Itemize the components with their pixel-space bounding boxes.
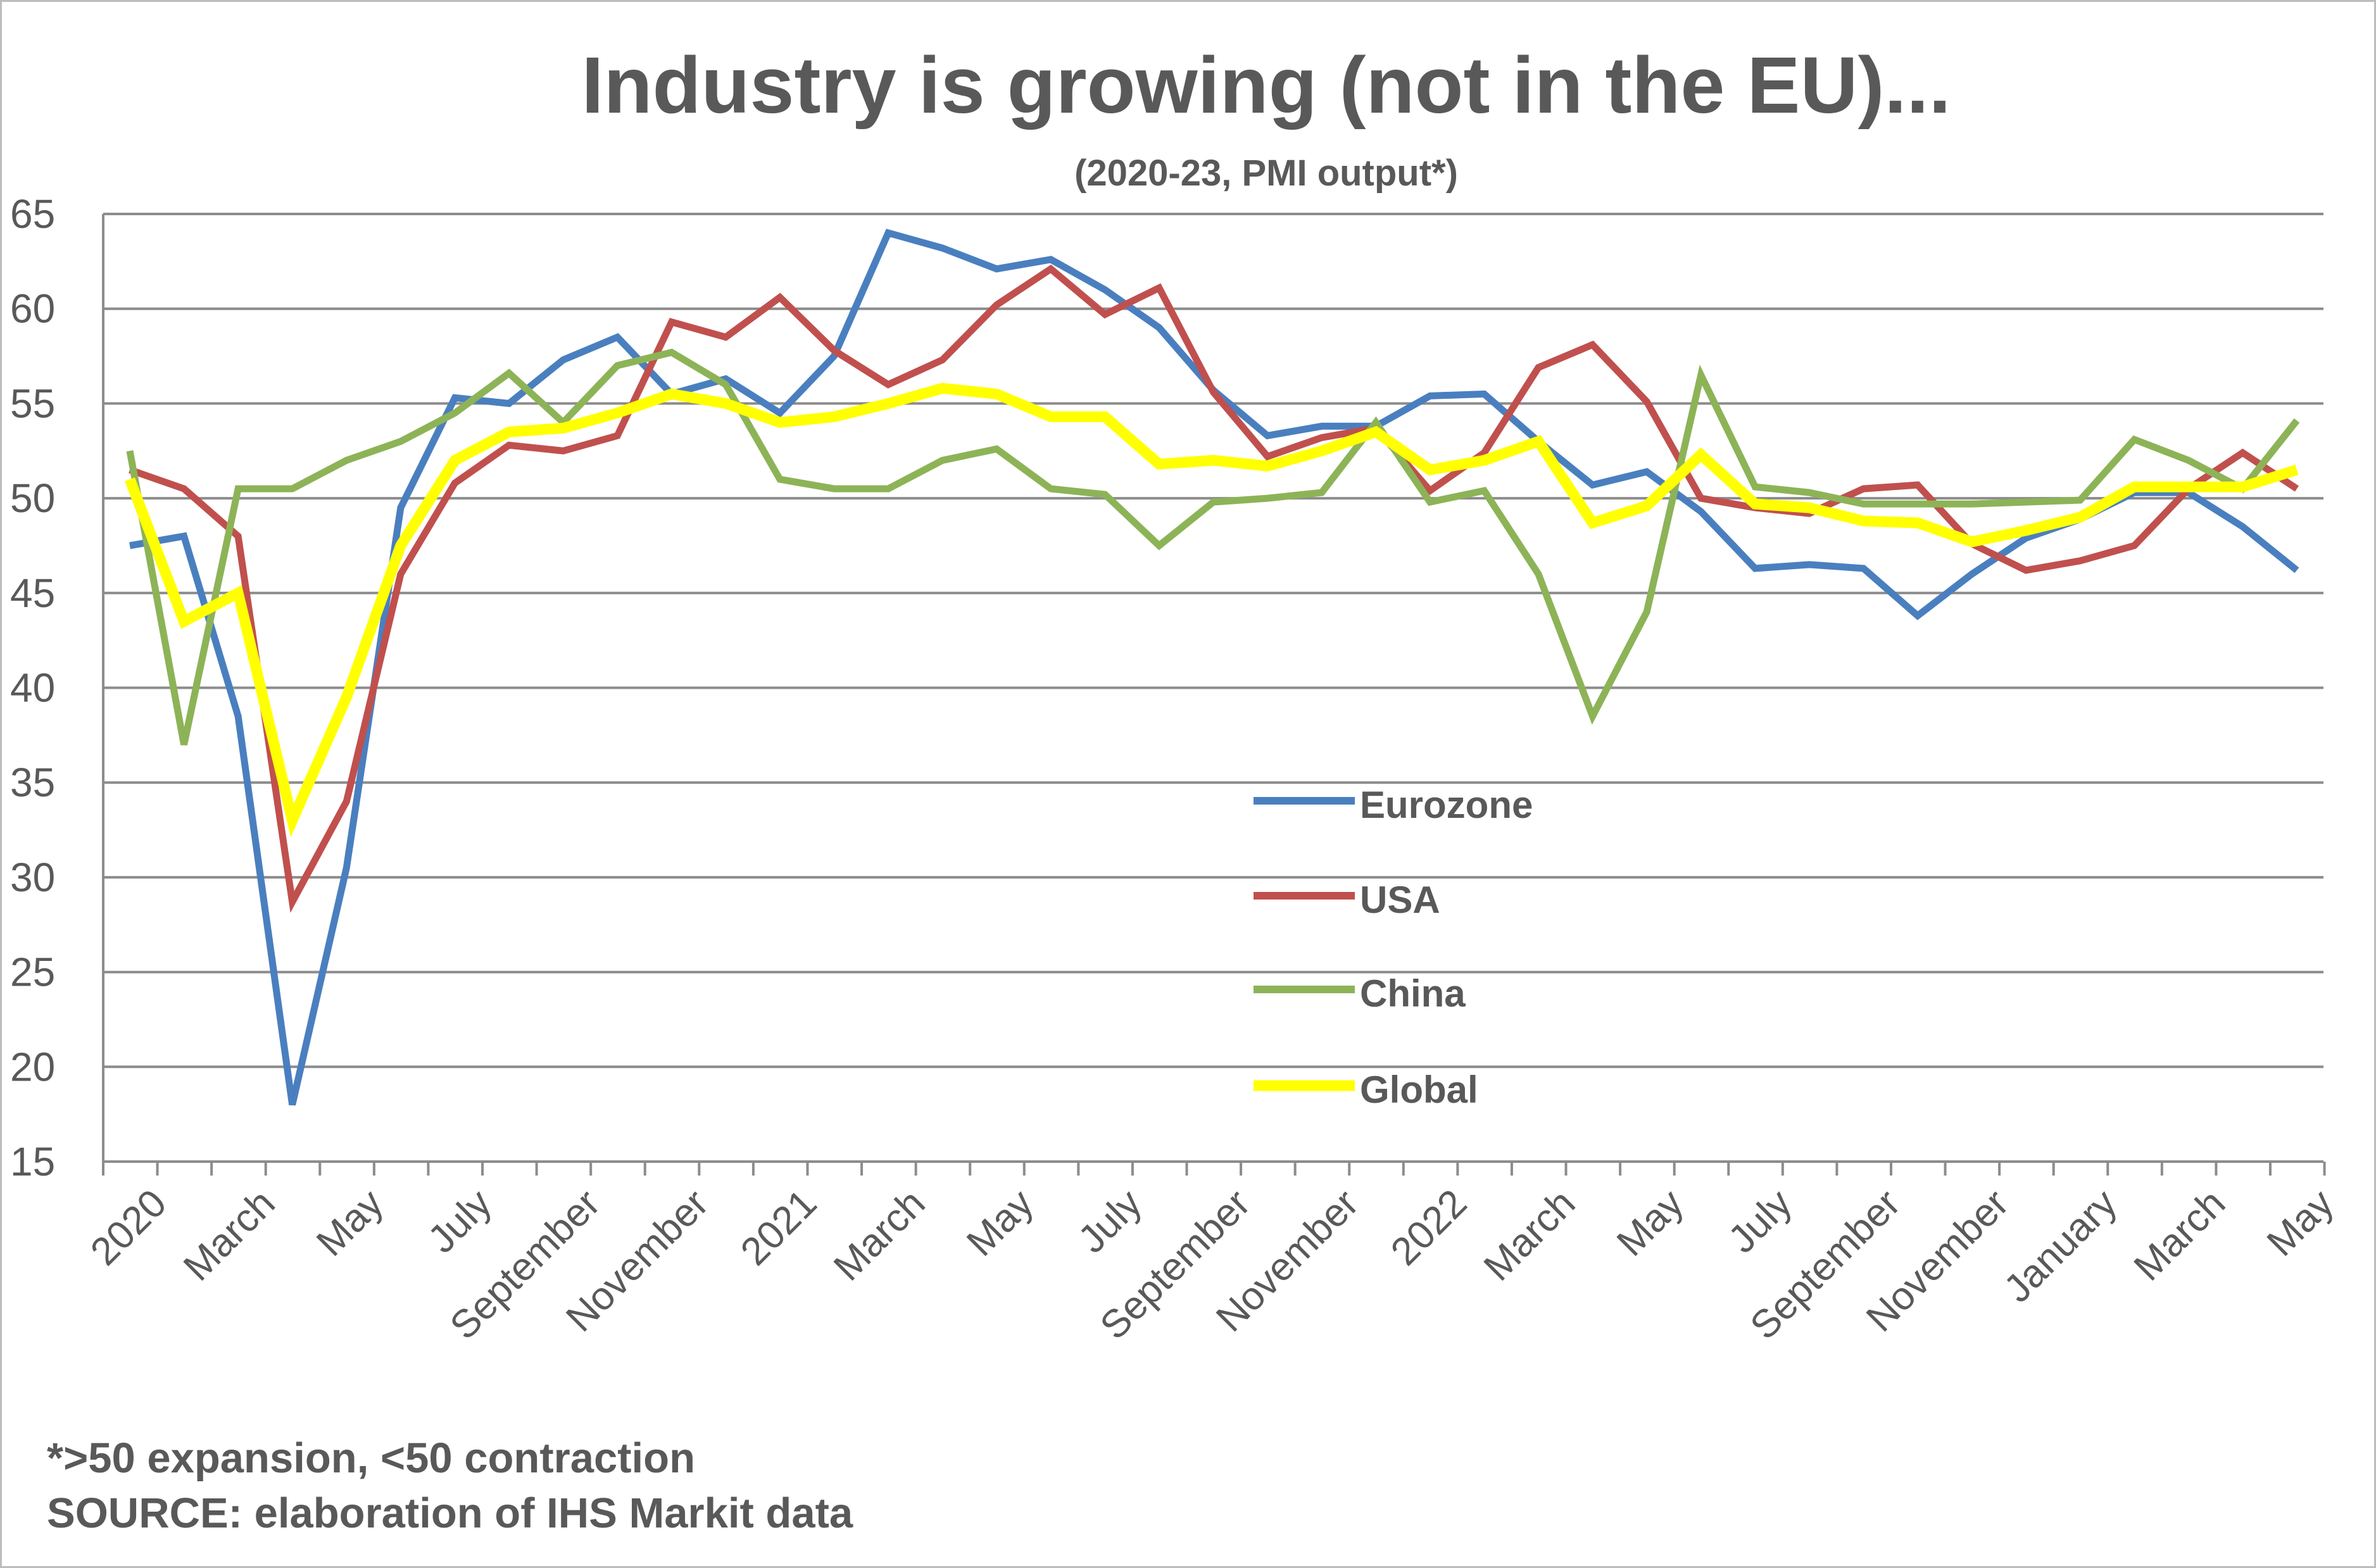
x-tick-label-19: March: [2126, 1181, 2234, 1289]
y-tick-label-50: 50: [10, 475, 55, 521]
x-tick-label-9: July: [1070, 1181, 1150, 1262]
y-tick-label-55: 55: [10, 380, 55, 426]
footnote-source: SOURCE: elaboration of IHS Markit data: [47, 1489, 853, 1538]
x-tick-label-7: March: [826, 1181, 934, 1289]
legend-label-global: Global: [1360, 1069, 1478, 1111]
gridlines: [103, 214, 2325, 1176]
y-tick-label-35: 35: [10, 760, 55, 805]
footnote-expansion-note: *>50 expansion, <50 contraction: [47, 1434, 695, 1483]
legend-label-usa: USA: [1360, 879, 1440, 921]
line-chart: 1520253035404550556065 2020 March May JulyS…: [0, 0, 2376, 1568]
x-tick-label-18: January: [1996, 1181, 2125, 1311]
x-tick-label-1: March: [175, 1181, 284, 1289]
y-tick-label-45: 45: [10, 570, 55, 616]
y-tick-label-65: 65: [10, 191, 55, 237]
y-tick-label-60: 60: [10, 286, 55, 332]
x-tick-label-8: May: [959, 1181, 1042, 1265]
x-tick-label-13: March: [1476, 1181, 1584, 1289]
y-tick-label-25: 25: [10, 950, 55, 995]
x-tick-label-14: May: [1609, 1181, 1692, 1265]
y-tick-label-40: 40: [10, 665, 55, 711]
series-line-usa: [130, 269, 2297, 902]
series-lines: [130, 233, 2297, 1105]
x-tick-label-20: May: [2259, 1181, 2342, 1265]
x-tick-label-15: July: [1720, 1181, 1801, 1262]
series-line-eurozone: [130, 233, 2297, 1105]
series-line-china: [130, 353, 2297, 745]
y-tick-label-20: 20: [10, 1044, 55, 1089]
x-tick-label-12: 2022: [1383, 1181, 1475, 1274]
legend: Eurozone USA China Global: [1254, 784, 1533, 1111]
x-tick-label-6: 2021: [732, 1181, 825, 1274]
x-tick-label-0: 2020: [82, 1181, 175, 1274]
y-tick-label-30: 30: [10, 855, 55, 900]
legend-label-eurozone: Eurozone: [1360, 784, 1533, 826]
y-axis-tick-labels: 15 20 25 30 35 40 45 50 55 60 65: [10, 191, 55, 1184]
series-line-global: [130, 388, 2297, 820]
y-tick-label-15: 15: [10, 1139, 55, 1184]
x-tick-label-2: May: [308, 1181, 392, 1265]
x-tick-label-3: July: [420, 1181, 500, 1262]
legend-label-china: China: [1360, 972, 1466, 1015]
